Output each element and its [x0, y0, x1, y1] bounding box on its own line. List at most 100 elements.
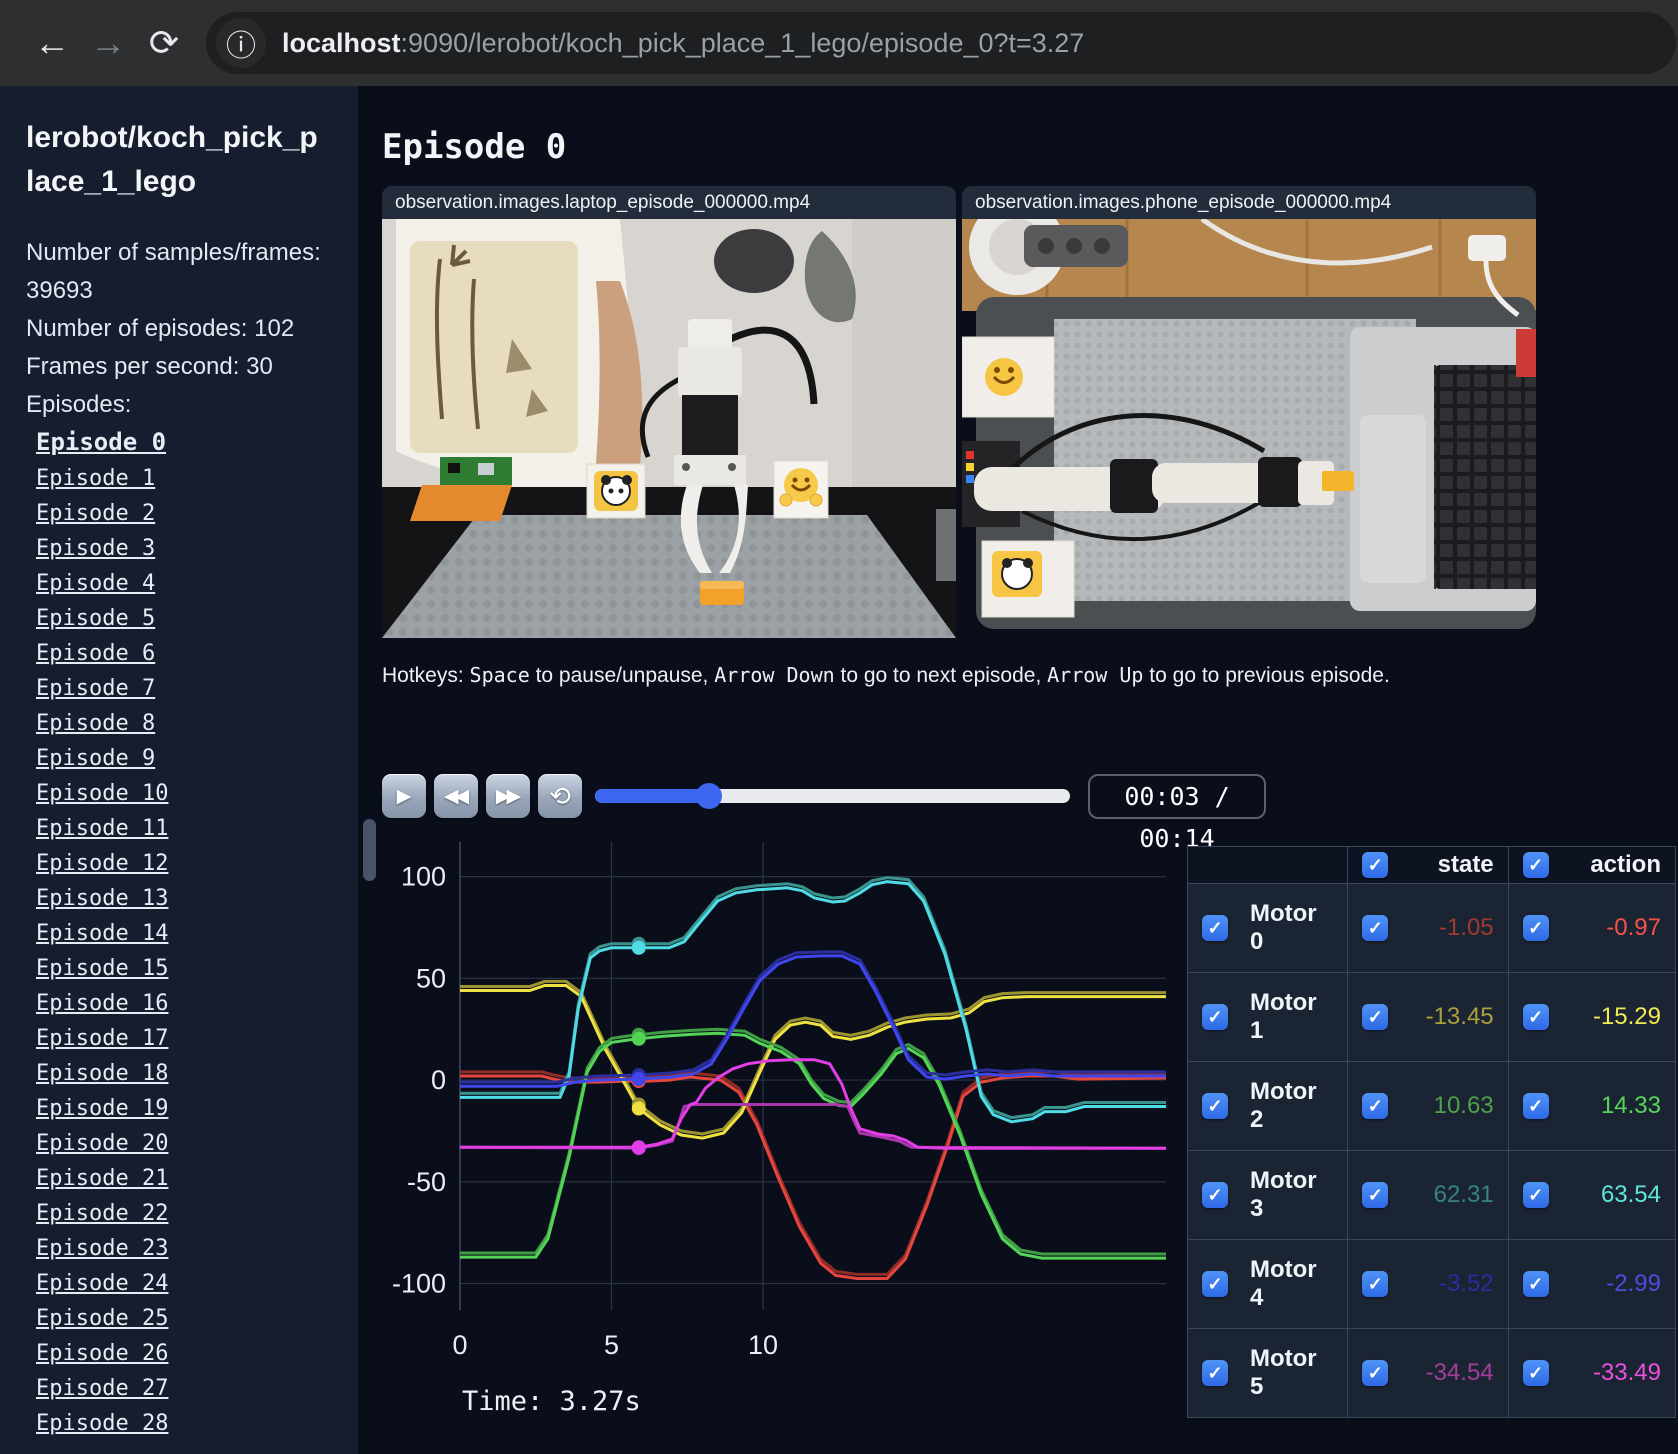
state-checkbox[interactable]: ✓	[1362, 1093, 1389, 1119]
seek-slider[interactable]	[595, 783, 1070, 809]
loop-button[interactable]: ⟲	[538, 774, 582, 818]
url-text[interactable]: localhost:9090/lerobot/koch_pick_place_1…	[282, 28, 1084, 59]
video-frame-phone[interactable]	[962, 219, 1536, 638]
video-frame-laptop[interactable]	[382, 219, 956, 638]
rewind-icon: ◀◀	[443, 785, 469, 807]
dataset-stats: Number of samples/frames: 39693 Number o…	[26, 234, 326, 424]
episode-link-7[interactable]: Episode 7	[36, 676, 156, 701]
episode-link-19[interactable]: Episode 19	[36, 1096, 169, 1121]
back-icon[interactable]: ←	[34, 22, 70, 63]
episode-link-3[interactable]: Episode 3	[36, 536, 156, 561]
episode-link-13[interactable]: Episode 13	[36, 886, 169, 911]
episode-link-15[interactable]: Episode 15	[36, 956, 169, 981]
fast-forward-button[interactable]: ▶▶	[486, 774, 530, 818]
episode-link-22[interactable]: Episode 22	[36, 1201, 169, 1226]
site-info-icon[interactable]: ⓘ	[216, 18, 266, 68]
action-value: 63.54	[1600, 1181, 1661, 1208]
series-action-motor-1	[460, 984, 1166, 1140]
episode-link-5[interactable]: Episode 5	[36, 606, 156, 631]
address-bar[interactable]: ⓘ localhost:9090/lerobot/koch_pick_place…	[206, 12, 1676, 74]
series-action-motor-0	[460, 1074, 1166, 1280]
forward-icon[interactable]: →	[90, 22, 126, 63]
action-checkbox[interactable]: ✓	[1522, 1271, 1549, 1297]
sidebar: lerobot/koch_pick_place_1_lego Number of…	[0, 86, 358, 1454]
episode-link-11[interactable]: Episode 11	[36, 816, 169, 841]
cursor-dot-action	[631, 1140, 646, 1155]
episode-link-2[interactable]: Episode 2	[36, 501, 156, 526]
motor-checkbox[interactable]: ✓	[1202, 915, 1228, 941]
state-checkbox[interactable]: ✓	[1362, 1360, 1389, 1386]
action-checkbox[interactable]: ✓	[1522, 1004, 1549, 1030]
action-column-checkbox[interactable]: ✓	[1522, 852, 1549, 878]
hotkeys-segment: to go to next episode,	[834, 664, 1048, 687]
state-checkbox[interactable]: ✓	[1362, 1182, 1389, 1208]
episode-link-18[interactable]: Episode 18	[36, 1061, 169, 1086]
episode-link-8[interactable]: Episode 8	[36, 711, 156, 736]
table-row-motor-2: ✓ Motor 2 ✓ 10.63 ✓ 14.33	[1186, 1061, 1677, 1151]
episode-link-17[interactable]: Episode 17	[36, 1026, 169, 1051]
action-checkbox[interactable]: ✓	[1522, 1360, 1549, 1386]
y-tick-label: 100	[401, 862, 446, 892]
video-panel-phone: observation.images.phone_episode_000000.…	[962, 186, 1536, 638]
episode-link-6[interactable]: Episode 6	[36, 641, 156, 666]
dataset-title: lerobot/koch_pick_place_1_lego	[26, 121, 318, 198]
slider-thumb[interactable]	[696, 783, 722, 809]
scrollbar-thumb[interactable]	[363, 819, 376, 881]
episode-link-14[interactable]: Episode 14	[36, 921, 169, 946]
motor-label: Motor 1	[1250, 989, 1317, 1044]
motor-checkbox[interactable]: ✓	[1202, 1271, 1228, 1297]
episode-link-24[interactable]: Episode 24	[36, 1271, 169, 1296]
action-checkbox[interactable]: ✓	[1522, 1182, 1549, 1208]
table-corner-cell	[1186, 846, 1349, 884]
action-value: -15.29	[1592, 1003, 1661, 1030]
play-button[interactable]: ▶	[382, 774, 426, 818]
motor-checkbox[interactable]: ✓	[1202, 1360, 1228, 1386]
action-value: -0.97	[1606, 914, 1661, 941]
episodes-heading: Episodes:	[26, 391, 132, 418]
state-checkbox[interactable]: ✓	[1362, 915, 1389, 941]
table-row-motor-5: ✓ Motor 5 ✓ -34.54 ✓ -33.49	[1186, 1328, 1677, 1418]
episode-link-1[interactable]: Episode 1	[36, 466, 156, 491]
reload-icon[interactable]: ⟳	[148, 22, 180, 63]
table-row-motor-4: ✓ Motor 4 ✓ -3.52 ✓ -2.99	[1186, 1239, 1677, 1329]
time-display: 00:03 / 00:14	[1088, 774, 1266, 853]
episode-link-26[interactable]: Episode 26	[36, 1341, 169, 1366]
stat-episodes: Number of episodes: 102	[26, 315, 295, 342]
cursor-dot-action	[631, 940, 646, 955]
video-row: observation.images.laptop_episode_000000…	[382, 186, 1536, 638]
motor-label: Motor 3	[1250, 1167, 1317, 1222]
y-tick-label: -50	[407, 1167, 446, 1197]
x-tick-label: 0	[452, 1330, 467, 1360]
state-column-checkbox[interactable]: ✓	[1362, 852, 1389, 878]
lego-brick	[1322, 471, 1354, 491]
x-tick-label: 10	[748, 1330, 778, 1360]
episode-link-23[interactable]: Episode 23	[36, 1236, 169, 1261]
episode-link-27[interactable]: Episode 27	[36, 1376, 169, 1401]
action-checkbox[interactable]: ✓	[1522, 915, 1549, 941]
motor-chart: 100 50 0 -50 -100 0 5 10	[392, 842, 1166, 1360]
episode-link-12[interactable]: Episode 12	[36, 851, 169, 876]
episode-link-10[interactable]: Episode 10	[36, 781, 169, 806]
episode-link-21[interactable]: Episode 21	[36, 1166, 169, 1191]
state-checkbox[interactable]: ✓	[1362, 1271, 1389, 1297]
series-state-motor-4	[460, 950, 1166, 1084]
motor-checkbox[interactable]: ✓	[1202, 1093, 1228, 1119]
series-state-motor-0	[460, 1070, 1166, 1276]
url-host: localhost	[282, 27, 401, 58]
rewind-button[interactable]: ◀◀	[434, 774, 478, 818]
episode-link-25[interactable]: Episode 25	[36, 1306, 169, 1331]
episode-link-28[interactable]: Episode 28	[36, 1411, 169, 1436]
episode-link-4[interactable]: Episode 4	[36, 571, 156, 596]
state-checkbox[interactable]: ✓	[1362, 1004, 1389, 1030]
hotkeys-segment: to pause/unpause,	[529, 664, 715, 687]
motor-checkbox[interactable]: ✓	[1202, 1004, 1228, 1030]
motor-label: Motor 0	[1250, 900, 1317, 955]
episode-link-20[interactable]: Episode 20	[36, 1131, 169, 1156]
episode-link-16[interactable]: Episode 16	[36, 991, 169, 1016]
episode-link-0[interactable]: Episode 0	[36, 428, 167, 456]
action-checkbox[interactable]: ✓	[1522, 1093, 1549, 1119]
motor-checkbox[interactable]: ✓	[1202, 1182, 1228, 1208]
series-action-motor-5	[460, 1058, 1166, 1150]
video-caption: observation.images.laptop_episode_000000…	[382, 186, 956, 219]
episode-link-9[interactable]: Episode 9	[36, 746, 156, 771]
